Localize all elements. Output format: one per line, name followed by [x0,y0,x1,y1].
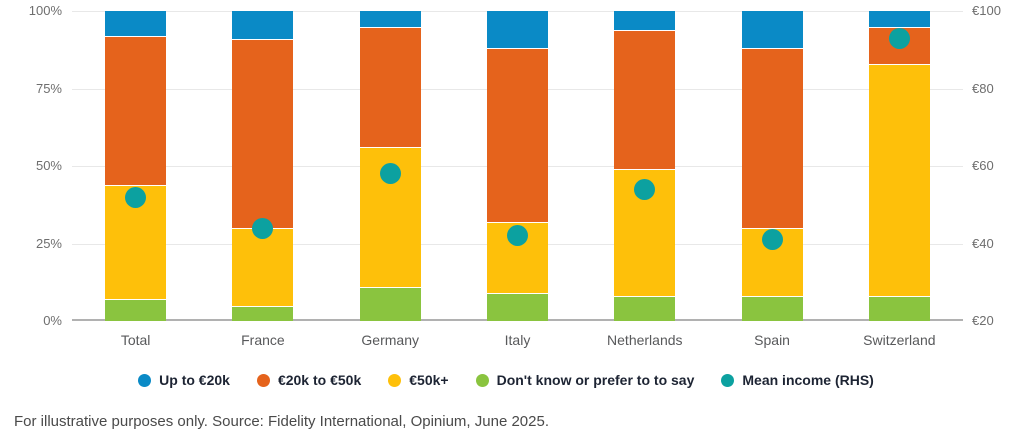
x-axis-label: Switzerland [863,332,936,348]
legend-item[interactable]: Mean income (RHS) [721,372,874,388]
legend-item[interactable]: €20k to €50k [256,372,362,388]
legend-label: Up to €20k [159,372,230,388]
mean-income-dot [888,27,910,49]
x-axis-label: Germany [361,332,419,348]
y-axis-left-label: 25% [35,235,62,251]
legend-item[interactable]: Don't know or prefer to to say [475,372,695,388]
y-axis-left-label: 75% [35,80,62,96]
bar-segment [741,48,803,228]
bar-segment [359,286,421,321]
bar-segment [614,29,676,170]
x-axis-label: Spain [754,332,790,348]
bar-segment [487,293,548,321]
legend-swatch-icon [475,373,489,387]
legend-label: €20k to €50k [277,372,362,388]
legend-label: €50k+ [409,372,449,388]
y-axis-right-label: €80 [972,80,994,96]
y-axis-right-label: €60 [972,158,994,173]
bar-segment [741,11,803,49]
bar-segment [232,11,294,39]
y-axis-right-label: €20 [972,313,994,328]
bar-segment [105,11,167,36]
bar-segment [487,11,548,49]
mean-income-dot [761,229,783,251]
mean-income-dot [379,163,401,185]
legend-item[interactable]: Up to €20k [138,372,230,388]
bar-segment [359,11,421,27]
bar-segment [868,63,930,297]
bar-segment [105,299,167,321]
x-axis-label: Netherlands [607,332,683,348]
mean-income-dot [252,217,274,239]
legend-label: Don't know or prefer to to say [496,372,695,388]
bar-segment [232,228,294,306]
bar-segment [105,35,167,185]
y-axis-right-label: €100 [972,3,1001,18]
bar-segment [487,48,548,222]
bar-segment [232,305,294,321]
x-axis-label: Total [120,332,151,348]
bar-segment [868,11,930,27]
bar-segment [614,11,676,30]
bar-segment [614,296,676,321]
legend-swatch-icon [721,373,735,387]
y-axis-left-label: 100% [28,3,62,18]
legend-label: Mean income (RHS) [742,372,874,388]
plot-area [72,11,963,321]
bar-segment [741,296,803,321]
legend: Up to €20k €20k to €50k €50k+ Don't know or… [0,370,1012,390]
legend-swatch-icon [138,373,152,387]
bar-segment [868,296,930,321]
y-axis-left-label: 0% [43,313,62,328]
legend-swatch-icon [256,373,270,387]
x-axis-label: France [241,332,285,348]
legend-swatch-icon [388,373,402,387]
mean-income-dot [125,186,147,208]
mean-income-dot [507,225,528,247]
y-axis-left-label: 50% [35,158,62,173]
mean-income-dot [634,178,656,200]
y-axis-right-label: €40 [972,235,994,251]
footer-note: For illustrative purposes only. Source: … [14,413,549,430]
bar-segment [232,38,294,228]
x-axis-label: Italy [504,332,531,348]
bar-segment [359,26,421,148]
legend-item[interactable]: €50k+ [388,372,449,388]
